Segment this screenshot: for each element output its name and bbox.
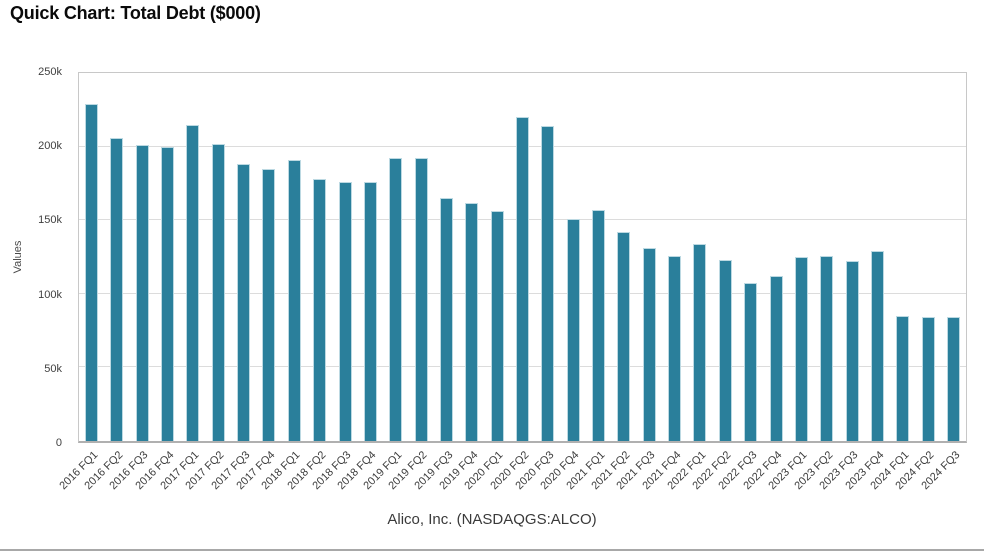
bar (338, 182, 352, 441)
bar (769, 276, 783, 441)
bar (490, 211, 504, 441)
bar (237, 164, 251, 441)
bar (516, 117, 529, 441)
y-tick-label: 250k (38, 66, 62, 78)
bottom-divider (0, 549, 984, 551)
bar (845, 261, 859, 441)
bar (439, 198, 453, 441)
bar (135, 145, 149, 441)
bar (947, 317, 960, 441)
bar (110, 138, 124, 441)
y-tick-label: 100k (38, 288, 62, 301)
bar (211, 144, 225, 441)
y-tick-label: 50k (44, 362, 62, 375)
bar (465, 203, 479, 441)
bar (287, 160, 301, 441)
bar (186, 125, 200, 441)
plot-area (78, 72, 967, 443)
y-tick-label: 150k (38, 214, 62, 227)
bar (541, 126, 555, 441)
bar (642, 248, 656, 441)
bar (921, 317, 935, 441)
bar (718, 260, 732, 441)
x-axis-tick-labels: 2016 FQ1 2016 FQ2 2016 FQ3 2016 FQ4 2017 FQ1… (57, 449, 967, 509)
chart-title: Quick Chart: Total Debt ($000) (10, 3, 261, 23)
bar (592, 210, 606, 441)
bar (794, 257, 808, 441)
bar (617, 232, 631, 441)
y-axis-tick-labels: 0 50k 100k 150k 200k 250k (0, 66, 66, 449)
y-tick-label: 200k (38, 140, 62, 153)
bar (389, 158, 403, 441)
bar (870, 251, 884, 441)
bar (820, 256, 834, 441)
bar (668, 256, 682, 441)
bar (414, 158, 428, 441)
bar (363, 182, 377, 441)
bar (313, 179, 327, 441)
bar (85, 104, 98, 441)
bar (566, 219, 580, 441)
bar (744, 283, 758, 441)
bar (896, 316, 910, 441)
y-tick-label: 0 (55, 437, 62, 449)
bar (262, 169, 276, 441)
bar (693, 244, 707, 441)
chart-subtitle: Alico, Inc. (NASDAQGS:ALCO) (387, 511, 597, 528)
bar (161, 147, 175, 441)
